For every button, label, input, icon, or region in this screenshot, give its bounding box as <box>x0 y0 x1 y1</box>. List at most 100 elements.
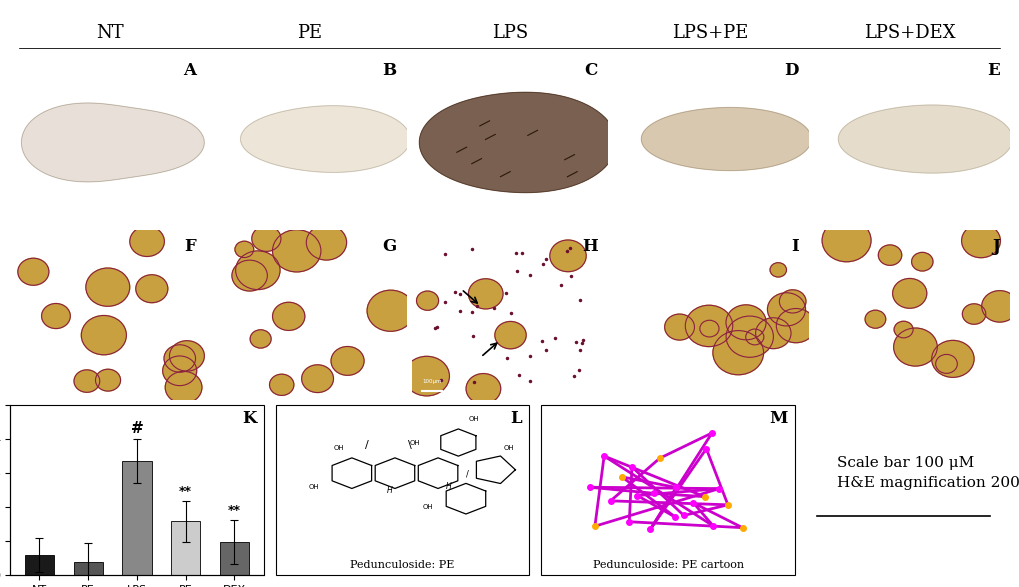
Text: #: # <box>130 421 144 436</box>
Circle shape <box>726 305 765 340</box>
Circle shape <box>685 305 732 346</box>
Circle shape <box>930 340 973 377</box>
Circle shape <box>42 303 70 329</box>
Text: **: ** <box>179 485 192 498</box>
Text: I: I <box>791 238 798 255</box>
Text: NT: NT <box>96 24 124 42</box>
Circle shape <box>235 251 280 289</box>
Text: J: J <box>991 238 999 255</box>
Circle shape <box>755 318 791 349</box>
Text: 100μm: 100μm <box>823 379 843 384</box>
Circle shape <box>404 356 449 396</box>
Circle shape <box>331 346 364 375</box>
Circle shape <box>234 241 254 258</box>
Circle shape <box>136 275 168 303</box>
Circle shape <box>893 328 936 366</box>
Circle shape <box>934 355 957 373</box>
Circle shape <box>962 304 984 324</box>
Circle shape <box>18 258 49 285</box>
Circle shape <box>980 291 1017 322</box>
Text: LPS+DEX: LPS+DEX <box>863 24 955 42</box>
Circle shape <box>712 330 763 375</box>
Circle shape <box>269 374 293 396</box>
Text: L: L <box>510 410 521 427</box>
Circle shape <box>164 345 196 372</box>
Circle shape <box>169 340 204 371</box>
Circle shape <box>664 314 694 340</box>
Circle shape <box>892 278 926 308</box>
Circle shape <box>549 240 586 272</box>
Circle shape <box>864 310 884 328</box>
Bar <box>122 461 152 575</box>
Circle shape <box>894 321 912 338</box>
Circle shape <box>250 330 271 348</box>
Text: /: / <box>364 440 368 450</box>
Circle shape <box>699 321 718 337</box>
Circle shape <box>252 226 280 251</box>
Circle shape <box>726 316 772 357</box>
Text: H: H <box>445 483 450 491</box>
Circle shape <box>82 315 126 355</box>
Text: K: K <box>242 410 256 427</box>
Circle shape <box>367 290 414 331</box>
Circle shape <box>231 260 267 291</box>
Circle shape <box>821 219 870 262</box>
Text: OH: OH <box>308 484 319 490</box>
Circle shape <box>468 279 502 309</box>
Circle shape <box>163 356 197 386</box>
Text: A: A <box>182 62 196 79</box>
Circle shape <box>306 225 346 260</box>
Text: E: E <box>986 62 999 79</box>
Circle shape <box>745 329 763 345</box>
Text: OH: OH <box>333 444 344 451</box>
Text: B: B <box>382 62 396 79</box>
Bar <box>220 542 249 575</box>
Text: 100μm: 100μm <box>422 379 441 384</box>
Text: M: M <box>768 410 787 427</box>
Text: LPS+PE: LPS+PE <box>672 24 747 42</box>
Text: OH: OH <box>422 504 433 510</box>
Circle shape <box>769 263 786 277</box>
Text: 100μm: 100μm <box>221 379 240 384</box>
Text: OH: OH <box>503 444 514 451</box>
Polygon shape <box>641 107 810 170</box>
Circle shape <box>775 309 815 343</box>
Circle shape <box>494 322 526 349</box>
Text: H: H <box>582 238 597 255</box>
Circle shape <box>766 293 805 326</box>
Text: H: H <box>386 485 392 495</box>
Polygon shape <box>21 103 204 182</box>
Circle shape <box>129 227 164 257</box>
Text: G: G <box>382 238 396 255</box>
Text: D: D <box>784 62 798 79</box>
Text: C: C <box>584 62 597 79</box>
Circle shape <box>911 252 932 271</box>
Text: /: / <box>466 470 469 478</box>
Circle shape <box>416 291 438 311</box>
Text: Scale bar 100 μM
H&E magnification 200×: Scale bar 100 μM H&E magnification 200× <box>837 456 1019 490</box>
Text: 100μm: 100μm <box>623 379 642 384</box>
Circle shape <box>96 369 120 391</box>
Text: Pedunculoside: PE cartoon: Pedunculoside: PE cartoon <box>592 560 743 570</box>
Circle shape <box>86 268 129 306</box>
Polygon shape <box>419 92 615 193</box>
Circle shape <box>961 224 1000 258</box>
Text: OH: OH <box>468 416 478 421</box>
Text: PE: PE <box>298 24 322 42</box>
Circle shape <box>877 245 901 265</box>
Circle shape <box>302 365 333 393</box>
Bar <box>73 562 103 575</box>
Text: F: F <box>183 238 196 255</box>
Polygon shape <box>838 105 1011 173</box>
Circle shape <box>272 302 305 330</box>
Text: **: ** <box>228 504 240 517</box>
Circle shape <box>272 230 321 272</box>
Text: Pedunculoside: PE: Pedunculoside: PE <box>351 560 454 570</box>
Text: OH: OH <box>410 440 420 446</box>
Text: LPS: LPS <box>491 24 528 42</box>
Bar <box>171 521 200 575</box>
Text: 100μm: 100μm <box>20 379 40 384</box>
Bar <box>24 555 54 575</box>
Circle shape <box>466 373 500 404</box>
Polygon shape <box>240 106 410 173</box>
